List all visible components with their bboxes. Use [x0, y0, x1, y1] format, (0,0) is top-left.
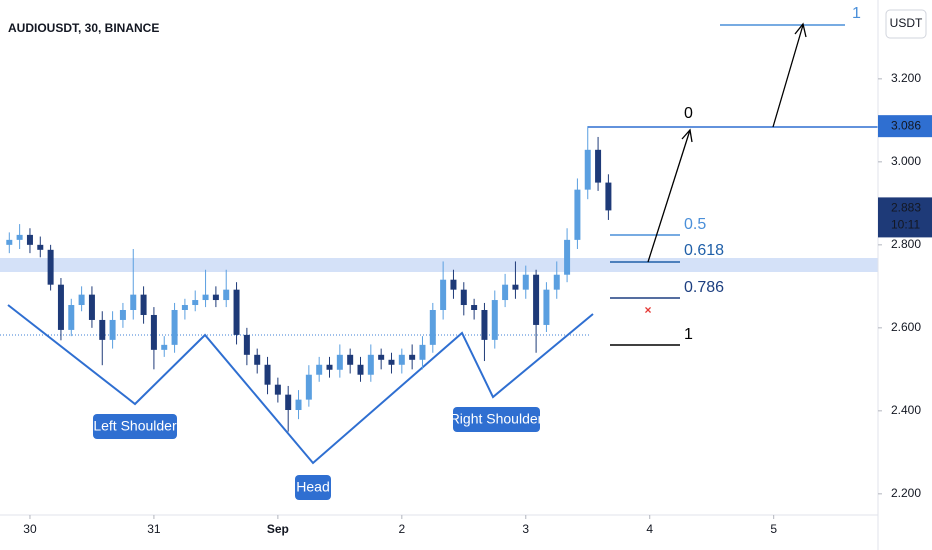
fib-label: 0.618 — [684, 242, 724, 259]
last-price-tag — [878, 197, 932, 238]
x-tick-label: 31 — [147, 522, 161, 536]
arrows — [647, 22, 807, 263]
candle-body — [460, 289, 467, 306]
fib-label: 1 — [684, 326, 693, 343]
candle-body — [429, 309, 436, 345]
fib-label: 0.786 — [684, 279, 724, 296]
candle-body — [336, 354, 343, 370]
candle-body — [295, 399, 302, 411]
last-price-label: 2.883 — [891, 201, 921, 215]
x-tick-label: 30 — [23, 522, 37, 536]
candle-body — [119, 309, 126, 320]
candle-body — [109, 319, 116, 340]
candle-body — [491, 300, 498, 340]
x-tick-label: 3 — [522, 522, 529, 536]
candle-body — [367, 354, 374, 375]
x-tick-label: 5 — [770, 522, 777, 536]
candle-body — [502, 284, 509, 301]
candle-body — [78, 294, 85, 306]
candle-body — [130, 294, 137, 310]
candle-body — [357, 364, 364, 375]
target-label: 1 — [852, 5, 861, 22]
high-price-tag — [878, 115, 932, 138]
candle-body — [264, 364, 271, 385]
candle-body — [564, 239, 571, 275]
candle-body — [316, 364, 323, 375]
candle-body — [150, 314, 157, 350]
candle-body — [274, 384, 281, 395]
pattern-label: Head — [296, 479, 329, 495]
resistance-zone — [0, 258, 878, 272]
candle-body — [192, 300, 199, 306]
pattern-label: Left Shoulder — [93, 418, 177, 434]
candle-body — [99, 319, 106, 340]
x-tick-label: Sep — [267, 522, 289, 536]
candle-body — [398, 354, 405, 365]
candle-body — [47, 249, 54, 285]
candle-body — [543, 289, 550, 325]
y-tick-label: 3.200 — [891, 71, 921, 85]
candle-body — [595, 149, 602, 183]
y-tick-label: 2.600 — [891, 320, 921, 334]
label-box — [295, 475, 331, 500]
candle-body — [181, 305, 188, 310]
candle-body — [254, 354, 261, 365]
candle-body — [533, 274, 540, 325]
candle-body — [202, 294, 209, 301]
y-tick-label: 3.000 — [891, 154, 921, 168]
candle-body — [419, 344, 426, 360]
candle-body — [440, 279, 447, 310]
candle-body — [553, 274, 560, 290]
currency-button[interactable] — [885, 9, 927, 39]
candle-body — [285, 394, 292, 411]
y-tick-label: 2.200 — [891, 486, 921, 500]
label-box — [93, 414, 177, 439]
pattern-line — [7, 304, 594, 465]
candle-body — [233, 289, 240, 335]
candle-body — [388, 359, 395, 365]
candle-body — [584, 149, 591, 190]
candle-body — [305, 374, 312, 400]
candle-body — [326, 364, 333, 370]
pattern-label: Right Shoulder — [450, 411, 543, 427]
candle-body — [450, 279, 457, 290]
candle-body — [6, 239, 13, 245]
x-tick-label: 4 — [646, 522, 653, 536]
candle-body — [212, 294, 219, 301]
chart-title: AUDIOUSDT, 30, BINANCE — [8, 21, 159, 35]
candle-body — [574, 189, 581, 240]
candle-body — [481, 309, 488, 340]
candle-body — [68, 305, 75, 330]
fib-label: 0 — [684, 105, 693, 122]
x-tick-label: 2 — [398, 522, 405, 536]
candle-body — [605, 182, 612, 211]
candle-body — [88, 294, 95, 320]
axes: 3.200 3.000 2.800 2.600 2.400 2.200 30 31 Sep 2 3 4… — [23, 71, 932, 536]
candle-body — [16, 234, 23, 240]
candle-body — [378, 354, 385, 360]
candle-body — [471, 305, 478, 310]
high-price-label: 3.086 — [891, 118, 921, 132]
candle-body — [57, 284, 64, 330]
candle-body — [37, 244, 44, 250]
y-tick-label: 2.400 — [891, 403, 921, 417]
candle-body — [409, 354, 416, 360]
stop-marker: × — [644, 303, 651, 317]
y-tick-label: 2.800 — [891, 237, 921, 251]
candle-body — [26, 234, 33, 245]
candle-body — [347, 354, 354, 365]
candle-body — [171, 309, 178, 345]
candle-body — [522, 274, 529, 290]
fib-label: 0.5 — [684, 216, 706, 233]
candle-body — [512, 284, 519, 290]
candle-body — [140, 294, 147, 315]
candle-body — [243, 334, 250, 355]
currency-label[interactable]: USDT — [890, 16, 923, 30]
label-box — [453, 407, 540, 432]
candle-body — [223, 289, 230, 301]
candle-body — [161, 344, 168, 350]
countdown: 10:11 — [891, 218, 920, 232]
